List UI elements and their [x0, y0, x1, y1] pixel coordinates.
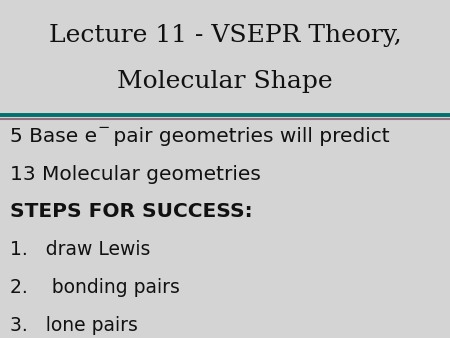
- Text: Molecular Shape: Molecular Shape: [117, 70, 333, 93]
- Text: 13 Molecular geometries: 13 Molecular geometries: [10, 165, 261, 184]
- Text: STEPS FOR SUCCESS:: STEPS FOR SUCCESS:: [10, 202, 252, 221]
- Text: 5 Base e: 5 Base e: [10, 127, 97, 146]
- Text: −: −: [97, 120, 109, 135]
- Text: 2.    bonding pairs: 2. bonding pairs: [10, 278, 180, 297]
- Text: pair geometries will predict: pair geometries will predict: [107, 127, 390, 146]
- Text: Lecture 11 - VSEPR Theory,: Lecture 11 - VSEPR Theory,: [49, 24, 401, 47]
- Text: 1.   draw Lewis: 1. draw Lewis: [10, 240, 150, 259]
- Text: 3.   lone pairs: 3. lone pairs: [10, 316, 138, 335]
